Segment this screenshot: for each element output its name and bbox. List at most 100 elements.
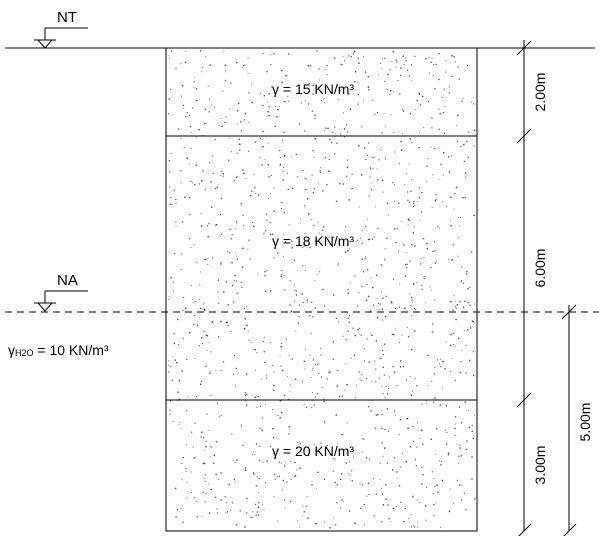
soil-speck bbox=[184, 61, 187, 64]
soil-speck bbox=[289, 500, 292, 503]
soil-speck bbox=[290, 384, 292, 386]
soil-speck bbox=[435, 199, 437, 201]
soil-speck bbox=[237, 102, 240, 105]
soil-speck bbox=[414, 55, 416, 58]
soil-speck bbox=[289, 390, 291, 392]
soil-speck bbox=[353, 354, 356, 356]
soil-speck bbox=[397, 79, 399, 82]
soil-speck bbox=[448, 258, 450, 260]
soil-speck bbox=[273, 371, 275, 373]
soil-speck bbox=[363, 56, 365, 57]
soil-speck bbox=[304, 206, 306, 208]
soil-speck bbox=[394, 228, 396, 230]
soil-speck bbox=[407, 199, 409, 201]
soil-speck bbox=[280, 345, 282, 348]
soil-speck bbox=[383, 374, 385, 376]
soil-speck bbox=[392, 507, 395, 510]
soil-speck bbox=[422, 95, 424, 98]
soil-speck bbox=[378, 308, 380, 310]
dimension-layer-1: 2.00m bbox=[532, 73, 548, 112]
soil-speck bbox=[412, 496, 414, 498]
soil-speck bbox=[393, 410, 396, 412]
soil-speck bbox=[458, 462, 460, 464]
soil-speck bbox=[272, 452, 274, 454]
soil-speck bbox=[307, 517, 309, 520]
soil-speck bbox=[382, 366, 384, 368]
soil-speck bbox=[393, 131, 395, 134]
soil-speck bbox=[418, 146, 420, 149]
soil-speck bbox=[169, 186, 171, 188]
soil-speck bbox=[315, 523, 317, 525]
soil-speck bbox=[412, 440, 415, 443]
soil-speck bbox=[474, 129, 476, 132]
soil-speck bbox=[207, 264, 209, 266]
soil-speck bbox=[193, 81, 195, 83]
soil-speck bbox=[246, 373, 248, 375]
soil-speck bbox=[457, 114, 459, 116]
soil-speck bbox=[452, 309, 454, 311]
soil-speck bbox=[354, 334, 357, 337]
soil-speck bbox=[385, 295, 387, 298]
soil-speck bbox=[212, 155, 214, 157]
soil-speck bbox=[335, 414, 338, 416]
soil-speck bbox=[365, 377, 368, 380]
soil-speck bbox=[236, 123, 238, 125]
soil-speck bbox=[233, 280, 236, 282]
soil-speck bbox=[413, 245, 416, 248]
soil-speck bbox=[391, 333, 394, 336]
soil-speck bbox=[411, 390, 413, 392]
soil-speck bbox=[463, 160, 466, 163]
soil-speck bbox=[365, 256, 367, 258]
soil-speck bbox=[264, 404, 266, 406]
soil-speck bbox=[169, 413, 171, 416]
soil-speck bbox=[395, 505, 397, 508]
soil-speck bbox=[465, 509, 467, 511]
soil-speck bbox=[307, 213, 310, 216]
soil-speck bbox=[237, 175, 239, 177]
soil-speck bbox=[203, 308, 206, 311]
soil-speck bbox=[304, 368, 306, 370]
soil-speck bbox=[216, 512, 218, 514]
soil-speck bbox=[231, 262, 233, 264]
soil-speck bbox=[372, 304, 375, 306]
soil-speck bbox=[368, 238, 371, 240]
soil-speck bbox=[274, 106, 276, 108]
soil-speck bbox=[432, 250, 434, 253]
soil-speck bbox=[342, 183, 344, 185]
soil-speck bbox=[414, 377, 416, 379]
soil-speck bbox=[357, 239, 359, 241]
soil-speck bbox=[193, 457, 195, 459]
soil-speck bbox=[283, 499, 286, 501]
soil-speck bbox=[335, 524, 337, 526]
soil-speck bbox=[171, 379, 173, 381]
soil-speck bbox=[343, 136, 346, 138]
soil-speck bbox=[288, 224, 290, 226]
soil-speck bbox=[286, 375, 288, 377]
soil-speck bbox=[179, 422, 181, 423]
soil-speck bbox=[270, 53, 272, 55]
soil-speck bbox=[415, 309, 416, 310]
soil-speck bbox=[367, 269, 369, 271]
soil-speck bbox=[274, 479, 276, 481]
soil-speck bbox=[392, 365, 394, 368]
soil-speck bbox=[381, 493, 384, 496]
soil-speck bbox=[283, 212, 285, 214]
soil-speck bbox=[285, 338, 288, 340]
soil-speck bbox=[346, 131, 349, 133]
soil-speck bbox=[269, 193, 271, 194]
soil-speck bbox=[411, 80, 413, 81]
soil-speck bbox=[291, 240, 293, 242]
soil-speck bbox=[354, 397, 357, 399]
soil-speck bbox=[212, 172, 215, 174]
soil-speck bbox=[240, 202, 243, 205]
soil-speck bbox=[175, 198, 177, 201]
soil-speck bbox=[246, 512, 248, 514]
soil-speck bbox=[420, 429, 423, 432]
soil-speck bbox=[403, 520, 405, 523]
soil-speck bbox=[171, 114, 173, 116]
soil-speck bbox=[410, 513, 412, 515]
soil-speck bbox=[400, 67, 402, 70]
soil-speck bbox=[172, 420, 174, 422]
soil-speck bbox=[464, 300, 466, 303]
soil-speck bbox=[211, 321, 213, 324]
